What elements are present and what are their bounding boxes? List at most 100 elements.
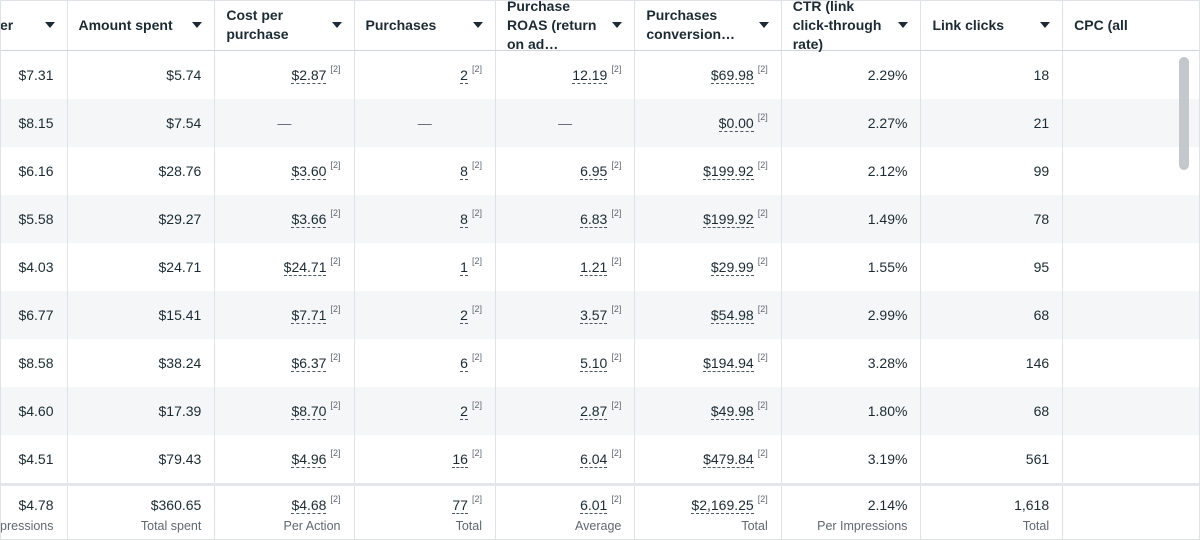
cell-cpc — [1062, 243, 1200, 291]
attribution-marker: [2] — [471, 256, 482, 266]
cell-roas[interactable]: 2.87 [2] — [495, 387, 636, 435]
cell-value: $38.24 — [158, 355, 202, 371]
cell-clicks: 95 — [920, 243, 1064, 291]
cell-cpp[interactable]: $2.87 [2] — [214, 50, 355, 99]
column-header-8[interactable]: CPC (all — [1062, 0, 1200, 51]
cell-conv-value[interactable]: $194.94 [2] — [634, 339, 782, 387]
cell-cpp: — — [214, 99, 355, 147]
cell-conv-value[interactable]: $0.00 [2] — [634, 99, 782, 147]
table-row: $7.31 $5.74 $2.87 [2] 2 [2] 12.19 [2] $69.98 [2] 2… — [0, 50, 1200, 99]
cell-spent: $24.71 — [67, 243, 216, 291]
cell-value: 1.49% — [867, 211, 908, 227]
cell-purchases[interactable]: 16 [2] — [354, 435, 496, 485]
cell-value: 8 — [460, 211, 468, 228]
cell-purchases[interactable]: 1 [2] — [354, 243, 496, 291]
cell-purchases[interactable]: 2 [2] — [354, 387, 496, 435]
cell-value: 561 — [1025, 451, 1050, 467]
cell-conv-value[interactable]: $54.98 [2] — [634, 291, 782, 339]
cell-cpp[interactable]: $3.60 [2] — [214, 147, 355, 195]
cell-roas[interactable]: 6.04 [2] — [495, 435, 636, 485]
cell-value: $29.99 — [710, 259, 754, 276]
attribution-marker: [2] — [757, 400, 768, 410]
sort-caret-down-icon[interactable] — [331, 22, 342, 28]
cell-cpp[interactable]: $3.66 [2] — [214, 195, 355, 243]
cell-purchases[interactable]: 6 [2] — [354, 339, 496, 387]
cell-cpc — [1062, 50, 1200, 99]
table-row: $6.16 $28.76 $3.60 [2] 8 [2] 6.95 [2] $199.92 [2]… — [0, 147, 1200, 195]
vertical-scrollbar[interactable] — [1179, 57, 1189, 170]
cell-spent: $79.43 — [67, 435, 216, 485]
cell-roas[interactable]: 6.83 [2] — [495, 195, 636, 243]
column-header-6[interactable]: CTR (link click-through rate) — [781, 0, 922, 52]
attribution-marker: [2] — [611, 494, 622, 504]
table-row: $4.03 $24.71 $24.71 [2] 1 [2] 1.21 [2] $29.99 [2]… — [0, 243, 1200, 291]
cell-conv-value[interactable]: $479.84 [2] — [634, 435, 782, 485]
cell-value: $24.71 — [158, 259, 202, 275]
cell-cpp[interactable]: $4.96 [2] — [214, 435, 355, 485]
sort-caret-down-icon[interactable] — [1040, 22, 1051, 28]
attribution-marker: [2] — [757, 208, 768, 218]
cell-cpc — [1062, 387, 1200, 435]
column-header-4[interactable]: Purchase ROAS (return on ad… — [495, 0, 636, 52]
cell-clicks: 99 — [920, 147, 1064, 195]
sort-caret-down-icon[interactable] — [44, 22, 55, 28]
cell-purchases[interactable]: 8 [2] — [354, 147, 496, 195]
sort-caret-down-icon[interactable] — [192, 22, 203, 28]
cell-conv-value[interactable]: $69.98 [2] — [634, 50, 782, 99]
cell-conv-value[interactable]: $29.99 [2] — [634, 243, 782, 291]
cell-cpp[interactable]: $7.71 [2] — [214, 291, 355, 339]
cell-roas[interactable]: 1.21 [2] — [495, 243, 636, 291]
cell-conv-value[interactable]: $199.92 [2] — [634, 195, 782, 243]
attribution-marker: [2] — [611, 208, 622, 218]
attribution-marker: [2] — [471, 494, 482, 504]
cell-clicks: 68 — [920, 291, 1064, 339]
summary-value[interactable]: $2,169.25 [2] — [635, 494, 768, 514]
cell-value: 2 — [460, 307, 468, 324]
summary-value[interactable]: 6.01 [2] — [496, 494, 622, 514]
cell-value: 8 — [460, 163, 468, 180]
cell-value: 2.87 — [580, 403, 608, 420]
cell-value: 2.27% — [867, 115, 908, 131]
column-header-5[interactable]: Purchases conversion… — [634, 0, 782, 51]
cell-value: 2.99% — [867, 307, 908, 323]
cell-roas[interactable]: 12.19 [2] — [495, 50, 636, 99]
column-header-3[interactable]: Purchases — [354, 0, 496, 51]
cell-conv-value[interactable]: $49.98 [2] — [634, 387, 782, 435]
column-header-0[interactable]: er — [0, 0, 68, 51]
summary-cpc — [1062, 483, 1200, 540]
summary-value[interactable]: $4.68 [2] — [215, 494, 341, 514]
sort-caret-down-icon[interactable] — [898, 22, 909, 28]
cell-purchases[interactable]: 2 [2] — [354, 291, 496, 339]
cell-purchases[interactable]: 8 [2] — [354, 195, 496, 243]
cell-value: $3.66 — [291, 211, 327, 228]
cell-purchases[interactable]: 2 [2] — [354, 50, 496, 99]
column-header-label: Amount spent — [78, 16, 173, 33]
summary-caption: Total — [1022, 519, 1050, 533]
cell-roas[interactable]: 5.10 [2] — [495, 339, 636, 387]
summary-caption: pressions — [0, 519, 54, 533]
column-header-7[interactable]: Link clicks — [920, 0, 1064, 51]
cell-cpp[interactable]: $8.70 [2] — [214, 387, 355, 435]
cell-roas[interactable]: 6.95 [2] — [495, 147, 636, 195]
cell-roas[interactable]: 3.57 [2] — [495, 291, 636, 339]
cell-cpp[interactable]: $24.71 [2] — [214, 243, 355, 291]
summary-value[interactable]: 77 [2] — [355, 494, 482, 514]
sort-caret-down-icon[interactable] — [758, 22, 769, 28]
column-header-1[interactable]: Amount spent — [67, 0, 216, 51]
cell-cpp[interactable]: $6.37 [2] — [214, 339, 355, 387]
header-row: er Amount spent Cost per purchase Purchases… — [0, 0, 1200, 52]
cell-conv-value[interactable]: $199.92 [2] — [634, 147, 782, 195]
sort-caret-down-icon[interactable] — [472, 22, 483, 28]
cell-value: $479.84 — [703, 451, 754, 468]
summary-caption: Total spent — [140, 519, 202, 533]
summary-number: $4.68 — [291, 497, 327, 514]
cell-value: $0.00 — [718, 115, 754, 132]
attribution-marker: [2] — [611, 352, 622, 362]
sort-caret-down-icon[interactable] — [612, 22, 623, 28]
summary-cpm: $4.78 pressions — [0, 483, 68, 540]
column-header-2[interactable]: Cost per purchase — [214, 0, 355, 51]
cell-value: 2.12% — [867, 163, 908, 179]
summary-caption: Total — [741, 519, 768, 533]
